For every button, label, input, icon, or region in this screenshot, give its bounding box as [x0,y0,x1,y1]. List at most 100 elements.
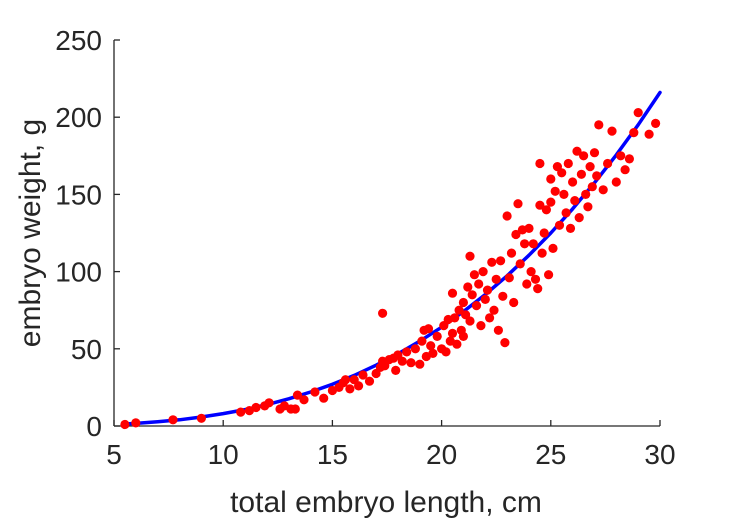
y-tick-label: 200 [55,102,102,133]
data-point [467,290,477,300]
x-tick-label: 5 [106,439,122,470]
data-point [358,370,368,380]
data-point [515,259,525,269]
data-point [454,305,464,315]
data-point [504,273,514,283]
data-point [432,331,442,341]
data-point [463,282,473,292]
data-point [620,165,630,175]
data-point [500,338,510,348]
data-point [585,162,595,172]
data-point [589,148,600,158]
data-point [120,419,130,430]
data-point [426,341,436,351]
data-point [489,305,499,315]
data-point [480,294,490,304]
data-point [378,308,388,318]
data-point [465,251,475,261]
data-point [364,376,375,386]
data-point [520,239,530,249]
data-point [522,279,532,289]
data-point [568,177,578,187]
data-point [594,120,604,130]
data-point [526,267,536,277]
y-tick-label: 250 [55,25,102,56]
fit-line-layer [123,90,662,426]
points-layer [120,108,661,430]
data-point [576,169,587,179]
data-point [406,358,416,368]
data-point [447,288,458,298]
x-axis-label: total embryo length, cm [230,486,542,519]
data-point [397,356,407,366]
data-point [319,393,329,403]
y-tick-label: 50 [71,334,102,365]
data-point [548,243,558,253]
data-point [196,413,206,423]
data-point [310,387,320,397]
data-point [482,285,493,295]
data-point [410,344,420,354]
y-axis-label: embryo weight, g [14,119,47,347]
data-point [651,118,661,128]
data-point [530,274,541,284]
data-point [290,404,300,414]
data-point [535,200,545,210]
data-point [537,248,547,258]
data-point [402,347,412,357]
data-point [458,331,468,341]
data-point [168,415,178,425]
data-point [524,223,534,233]
data-point [299,395,309,405]
data-point [544,270,554,280]
fit-curve-line [123,90,662,426]
data-point [292,390,303,400]
data-point [511,229,521,240]
data-point [616,151,626,161]
data-point [528,239,538,249]
data-point [498,291,508,301]
x-tick-label: 10 [208,439,239,470]
data-point [624,154,635,164]
data-point [633,108,643,118]
data-point [415,359,425,369]
data-point [452,339,462,349]
data-point [447,328,458,338]
data-point [539,228,549,238]
data-point [340,375,351,385]
x-tick-label: 30 [644,439,675,470]
data-point [131,418,141,428]
data-point [598,185,608,195]
data-point [570,196,580,206]
data-point [251,402,261,413]
data-point [607,126,617,136]
data-point [506,248,517,258]
y-tick-label: 0 [86,411,102,442]
data-point [572,146,582,156]
data-point [587,182,597,192]
data-point [513,199,523,209]
y-axis-ticks: 0 50 100 150 200 250 [55,25,120,442]
data-point [469,270,479,280]
data-point [565,223,576,233]
axes [113,40,660,427]
data-point [541,205,552,215]
data-point [644,129,654,139]
y-tick-label: 100 [55,257,102,288]
x-tick-label: 20 [426,439,457,470]
data-point [583,202,593,212]
data-point [546,197,556,207]
data-point [533,284,543,294]
data-point [487,257,497,267]
x-tick-label: 25 [535,439,566,470]
data-point [478,267,488,277]
data-point [485,313,495,323]
data-point [535,158,545,169]
data-point [592,171,602,181]
data-point [509,297,519,308]
data-point [391,365,401,375]
data-point [561,208,571,218]
data-point [264,398,274,408]
data-point [493,325,503,335]
